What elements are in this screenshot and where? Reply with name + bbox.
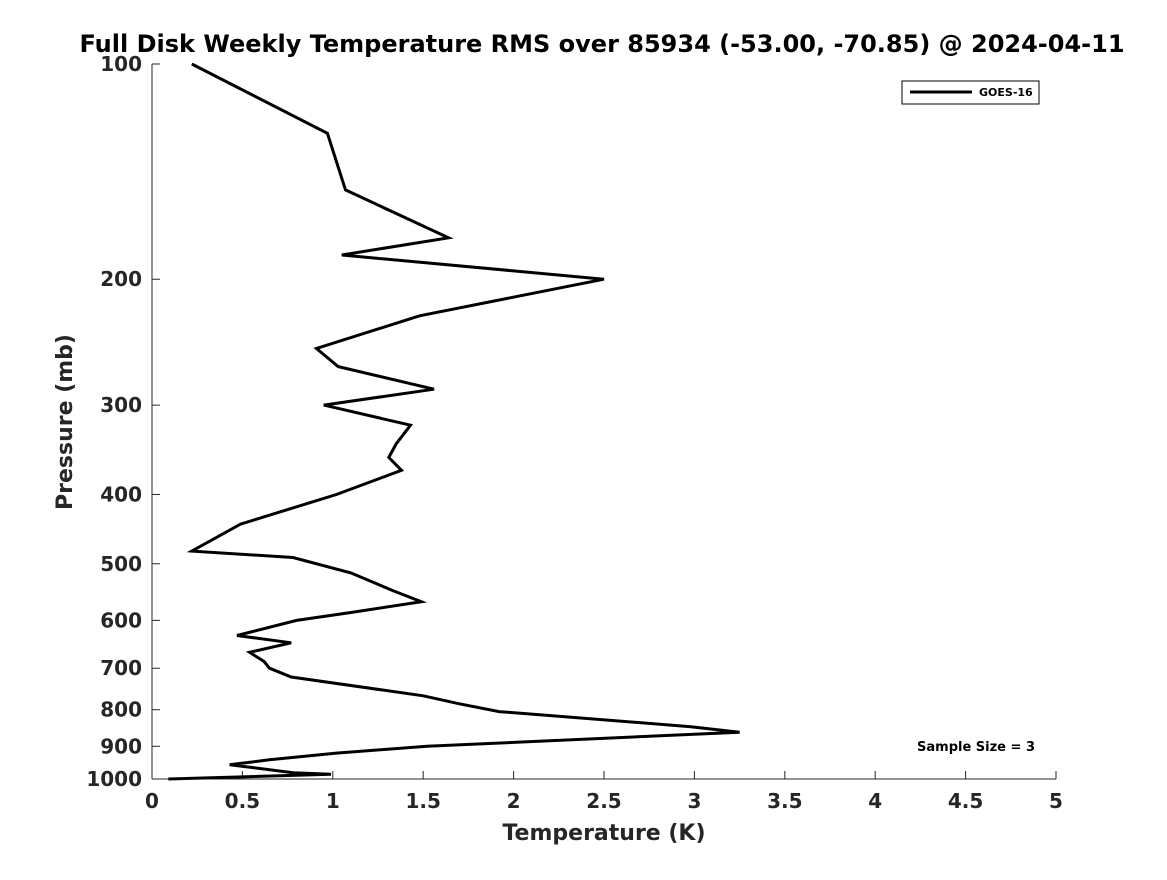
y-tick-label: 200 [100,267,142,291]
y-tick-label: 500 [100,552,142,576]
sample-size-annotation: Sample Size = 3 [917,740,1035,755]
x-tick-label: 3.5 [767,789,802,813]
x-tick-label: 5 [1049,789,1063,813]
y-tick-label: 100 [100,52,142,76]
series-line-goes-16 [168,62,740,781]
legend: GOES-16 [901,80,1040,105]
x-axis-label: Temperature (K) [502,821,705,846]
x-tick-label: 1.5 [405,789,440,813]
chart-title: Full Disk Weekly Temperature RMS over 85… [79,30,1124,58]
x-tick-label: 0.5 [225,789,260,813]
series-group [168,62,740,781]
legend-entry-goes-16: GOES-16 [979,86,1033,99]
y-tick-label: 1000 [86,767,142,791]
y-tick-label: 600 [100,608,142,632]
y-tick-label: 300 [100,393,142,417]
y-tick-label: 900 [100,734,142,758]
x-tick-label: 4.5 [948,789,983,813]
x-tick-label: 2 [507,789,521,813]
y-axis-label: Pressure (mb) [53,334,78,510]
x-tick-label: 3 [687,789,701,813]
y-tick-label: 700 [100,656,142,680]
y-tick-label: 400 [100,482,142,506]
y-tick-label: 800 [100,698,142,722]
x-tick-label: 1 [326,789,340,813]
axes: 0 0.5 1 1.5 2 2.5 3 3.5 4 4.5 5 100 200 300 400 500 600 7… [86,52,1063,813]
x-tick-label: 4 [868,789,882,813]
x-tick-label: 2.5 [586,789,621,813]
x-tick-label: 0 [145,789,159,813]
